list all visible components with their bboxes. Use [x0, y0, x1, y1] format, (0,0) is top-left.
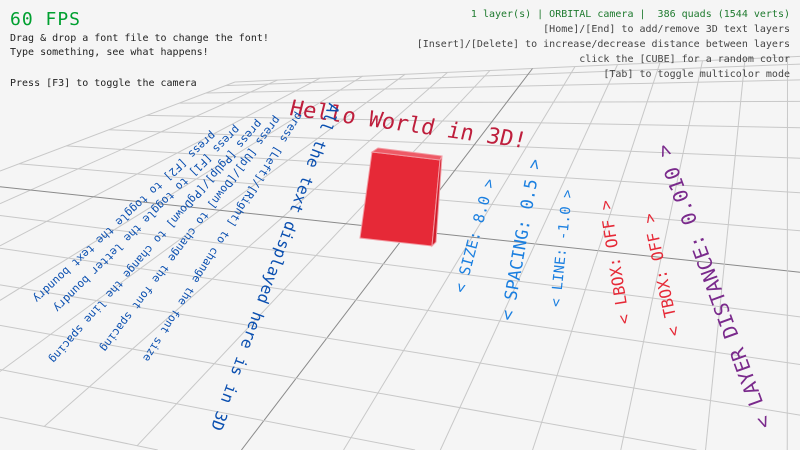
grid-line	[43, 71, 448, 427]
help-cube: click the [CUBE] for a random color	[579, 54, 790, 65]
grid-line	[343, 66, 576, 450]
grid-line	[136, 70, 491, 447]
grid-line	[0, 77, 321, 247]
grid-line	[108, 129, 800, 159]
grid-line	[146, 114, 800, 129]
grid-line	[241, 68, 533, 450]
grid-line	[0, 284, 800, 416]
fps-counter: 60 FPS	[10, 9, 82, 30]
status-line: 1 layer(s) | ORBITAL camera | 386 quads …	[470, 9, 790, 20]
hint-type: Type something, see what happens!	[10, 47, 209, 58]
cube-front-face[interactable]	[359, 151, 441, 247]
grid-line	[0, 75, 363, 301]
hint-camera: Press [F3] to toggle the camera	[10, 78, 197, 89]
grid-line	[0, 324, 697, 450]
grid-line	[0, 73, 406, 372]
grid-line	[532, 62, 661, 450]
help-distance: [Insert]/[Delete] to increase/decrease d…	[416, 39, 790, 50]
grid-line	[439, 64, 618, 450]
help-multicolor: [Tab] to toggle multicolor mode	[603, 69, 790, 80]
grid-line	[705, 58, 746, 450]
help-layers: [Home]/[End] to add/remove 3D text layer…	[543, 24, 790, 35]
grid-line	[0, 79, 278, 205]
grid-line	[234, 55, 800, 83]
grid-line	[0, 416, 158, 450]
hint-drag-drop: Drag & drop a font file to change the fo…	[10, 33, 269, 44]
grid-line	[205, 79, 800, 94]
grid-line	[225, 63, 800, 87]
grid-line	[0, 214, 800, 318]
grid-line	[620, 60, 703, 450]
grid-line	[0, 247, 800, 366]
cube-side-face[interactable]	[431, 155, 443, 248]
grid-line	[0, 81, 236, 172]
grid-line	[179, 100, 800, 104]
grid-line	[0, 369, 416, 450]
